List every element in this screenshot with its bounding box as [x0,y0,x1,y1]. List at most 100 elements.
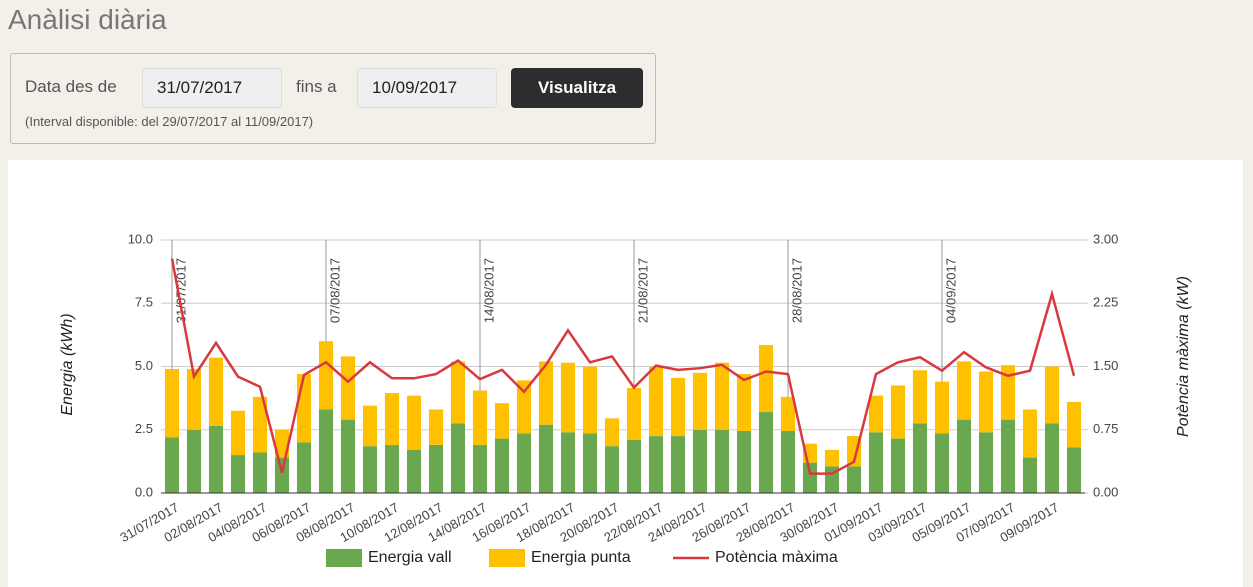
bar-segment [406,449,422,493]
bar-segment [604,418,620,447]
bar-segment [208,425,224,493]
y2-tick-label: 1.50 [1093,358,1118,373]
week-label: 14/08/2017 [481,258,496,323]
bar-segment [912,423,928,493]
y-tick-label: 0.0 [135,484,153,499]
bar-segment [1044,366,1060,424]
to-label: fins a [296,77,337,96]
bar-segment [912,370,928,424]
bar-segment [406,395,422,450]
bar-segment [824,449,840,467]
bar-segment [714,429,730,493]
bar-segment [252,452,268,493]
y-tick-label: 2.5 [135,421,153,436]
bar-segment [208,357,224,426]
bar-segment [560,362,576,433]
week-label: 31/07/2017 [173,258,188,323]
date-form: Data des de 31/07/2017 fins a 10/09/2017… [10,53,656,144]
legend-swatch [489,549,525,567]
bar-segment [296,442,312,493]
page-title: Anàlisi diària [8,4,167,35]
y2-tick-label: 0.75 [1093,421,1118,436]
legend-label: Energia vall [368,549,452,566]
bar-segment [934,381,950,434]
legend-label: Energia punta [531,549,631,566]
bar-segment [978,432,994,493]
bar-segment [670,377,686,437]
y2-axis-title: Potència màxima (kW) [1175,276,1192,437]
bar-segment [384,444,400,493]
bar-segment [560,432,576,493]
bar-segment [384,393,400,445]
legend-swatch [326,549,362,567]
bar-segment [450,423,466,493]
bar-segment [230,410,246,456]
bar-segment [362,446,378,493]
bar-segment [164,369,180,438]
bar-segment [472,390,488,445]
bar-segment [252,396,268,453]
to-input[interactable]: 10/09/2017 [357,68,497,108]
bar-segment [318,341,334,410]
bar-segment [626,439,642,493]
bar-segment [472,444,488,493]
bar-segment [890,385,906,439]
bar-segment [736,431,752,493]
bar-segment [846,466,862,493]
bar-segment [692,372,708,430]
bar-segment [670,436,686,493]
bar-segment [1000,419,1016,493]
y-tick-label: 7.5 [135,295,153,310]
from-label: Data des de [25,77,117,96]
bar-segment [362,405,378,447]
bar-segment [318,409,334,493]
week-label: 28/08/2017 [789,258,804,323]
bar-segment [296,374,312,443]
bar-segment [758,412,774,493]
bar-segment [164,437,180,493]
bar-segment [340,419,356,493]
y2-tick-label: 3.00 [1093,231,1118,246]
bar-segment [956,419,972,493]
bar-segment [648,366,664,437]
bar-segment [626,388,642,440]
bar-segment [736,374,752,432]
from-input[interactable]: 31/07/2017 [142,68,282,108]
bar-segment [450,361,466,424]
bar-segment [868,395,884,433]
bar-segment [274,457,290,493]
submit-button[interactable]: Visualitza [511,68,643,108]
bar-segment [274,429,290,458]
week-label: 07/08/2017 [327,258,342,323]
bar-segment [494,438,510,493]
bar-segment [582,433,598,493]
bar-segment [714,362,730,430]
bar-segment [648,436,664,493]
bar-segment [428,444,444,493]
bar-segment [1022,409,1038,458]
bar-segment [780,396,796,432]
chart: 0.0 2.5 5.0 7.5 10.0 0.00 0.75 1.50 2.25 3.00 31/0… [8,160,1243,587]
bar-segment [1044,423,1060,493]
bar-segment [978,371,994,433]
bar-segment [956,361,972,420]
bar-segment [604,446,620,493]
bar-segment [230,455,246,493]
bar-segment [1066,447,1082,493]
bar-segment [692,429,708,493]
bar-segment [538,424,554,493]
bar-segment [1022,457,1038,493]
bar-segment [516,433,532,493]
bar-segment [428,409,444,445]
bar-segment [802,462,818,493]
y2-tick-label: 2.25 [1093,295,1118,310]
bar-segment [340,356,356,420]
bar-segment [538,361,554,425]
bar-segment [186,369,202,430]
bar-segment [1000,365,1016,420]
y-axis-title: Energia (kWh) [59,313,76,415]
week-label: 21/08/2017 [635,258,650,323]
bar-segment [780,431,796,493]
bar-segment [868,432,884,493]
